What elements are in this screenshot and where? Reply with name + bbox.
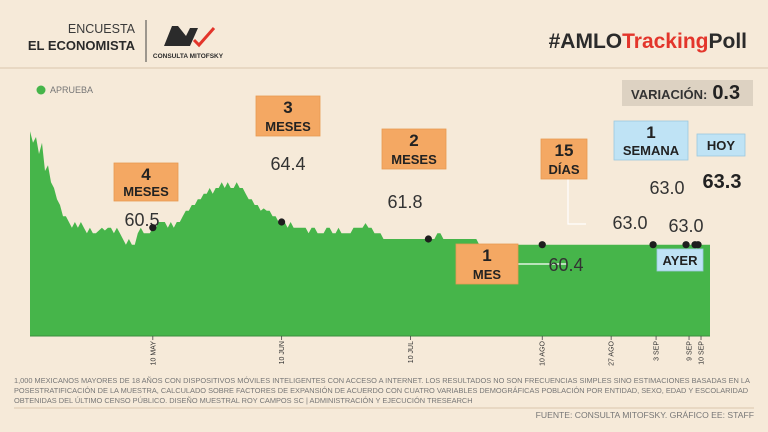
approval-area bbox=[30, 131, 710, 336]
logo-text: CONSULTA MITOFSKY bbox=[153, 53, 224, 60]
period-number: 4 bbox=[141, 165, 151, 184]
annotation: 15 DÍAS 63.0 bbox=[540, 138, 657, 249]
period-label: HOY bbox=[707, 138, 736, 153]
period-unit: MESES bbox=[391, 152, 437, 167]
approval-value: 64.4 bbox=[270, 154, 305, 174]
data-point-marker bbox=[694, 241, 702, 249]
mitofsky-logo: CONSULTA MITOFSKY bbox=[153, 26, 224, 60]
period-box-orange bbox=[540, 138, 588, 180]
data-point-marker bbox=[149, 224, 157, 232]
approval-value: 63.3 bbox=[703, 171, 742, 193]
x-tick-label: 9 SEP bbox=[687, 341, 694, 361]
period-unit: DÍAS bbox=[548, 162, 579, 177]
variation-text: VARIACIÓN: 0.3 bbox=[631, 82, 740, 104]
annotation: AYER 63.0 bbox=[656, 216, 704, 272]
data-point-marker bbox=[682, 241, 690, 249]
data-point-marker bbox=[278, 218, 286, 226]
data-point-marker bbox=[538, 241, 546, 249]
methodology-line-3: OBTENIDAS DEL ÚLTIMO CENSO PÚBLICO. DISE… bbox=[14, 396, 473, 405]
period-box-orange bbox=[381, 128, 447, 170]
period-box-blue bbox=[696, 133, 746, 157]
period-box-blue bbox=[613, 120, 689, 161]
survey-label: ENCUESTA bbox=[68, 22, 136, 36]
approval-value: 63.0 bbox=[668, 216, 703, 236]
period-unit: SEMANA bbox=[623, 143, 680, 158]
period-box-orange bbox=[113, 162, 179, 202]
approval-value: 60.4 bbox=[548, 255, 583, 275]
x-tick-label: 10 AGO bbox=[540, 340, 547, 365]
period-box-blue bbox=[656, 248, 704, 272]
period-box-orange bbox=[255, 95, 321, 137]
period-unit: MESES bbox=[123, 184, 169, 199]
x-tick-label: 27 AGO bbox=[609, 340, 616, 365]
annotation: HOY 63.3 bbox=[694, 133, 746, 249]
hashtag-title: #AMLOTrackingPoll bbox=[549, 30, 747, 53]
methodology-line-2: POSESTRATIFICACIÓN DE LA MUESTRA, CALCUL… bbox=[14, 386, 748, 395]
annotation: 1 MES 60.4 bbox=[455, 241, 584, 285]
approval-value: 63.0 bbox=[612, 213, 647, 233]
annotation: 3 MESES 64.4 bbox=[255, 95, 321, 226]
period-number: 15 bbox=[555, 141, 574, 160]
x-tick-label: 10 SEP bbox=[699, 341, 706, 365]
x-tick-label: 10 JUL bbox=[408, 341, 415, 363]
data-point-marker bbox=[424, 235, 433, 243]
approval-value: 61.8 bbox=[387, 192, 422, 212]
period-label: AYER bbox=[663, 253, 699, 268]
period-unit: MESES bbox=[265, 119, 311, 134]
x-tick-label: 10 JUN bbox=[279, 341, 286, 364]
period-number: 3 bbox=[283, 98, 292, 117]
variation-box bbox=[622, 80, 753, 106]
period-number: 1 bbox=[646, 123, 655, 142]
methodology-line-1: 1,000 MEXICANOS MAYORES DE 18 AÑOS CON D… bbox=[14, 376, 750, 385]
period-box-orange bbox=[455, 243, 519, 285]
x-tick-label: 10 MAY bbox=[150, 341, 157, 366]
period-unit: MES bbox=[473, 267, 502, 282]
annotation: 2 MESES 61.8 bbox=[381, 128, 447, 243]
leader-line bbox=[567, 179, 586, 225]
approval-value: 63.0 bbox=[649, 178, 684, 198]
legend-label: APRUEBA bbox=[50, 85, 93, 95]
period-number: 1 bbox=[482, 246, 491, 265]
source-credit: FUENTE: CONSULTA MITOFSKY. GRÁFICO EE: S… bbox=[536, 410, 754, 420]
x-tick-label: 3 SEP bbox=[654, 341, 661, 361]
period-number: 2 bbox=[409, 131, 418, 150]
data-point-marker bbox=[649, 241, 657, 249]
legend-swatch bbox=[36, 85, 46, 95]
publisher-label: EL ECONOMISTA bbox=[28, 38, 136, 53]
